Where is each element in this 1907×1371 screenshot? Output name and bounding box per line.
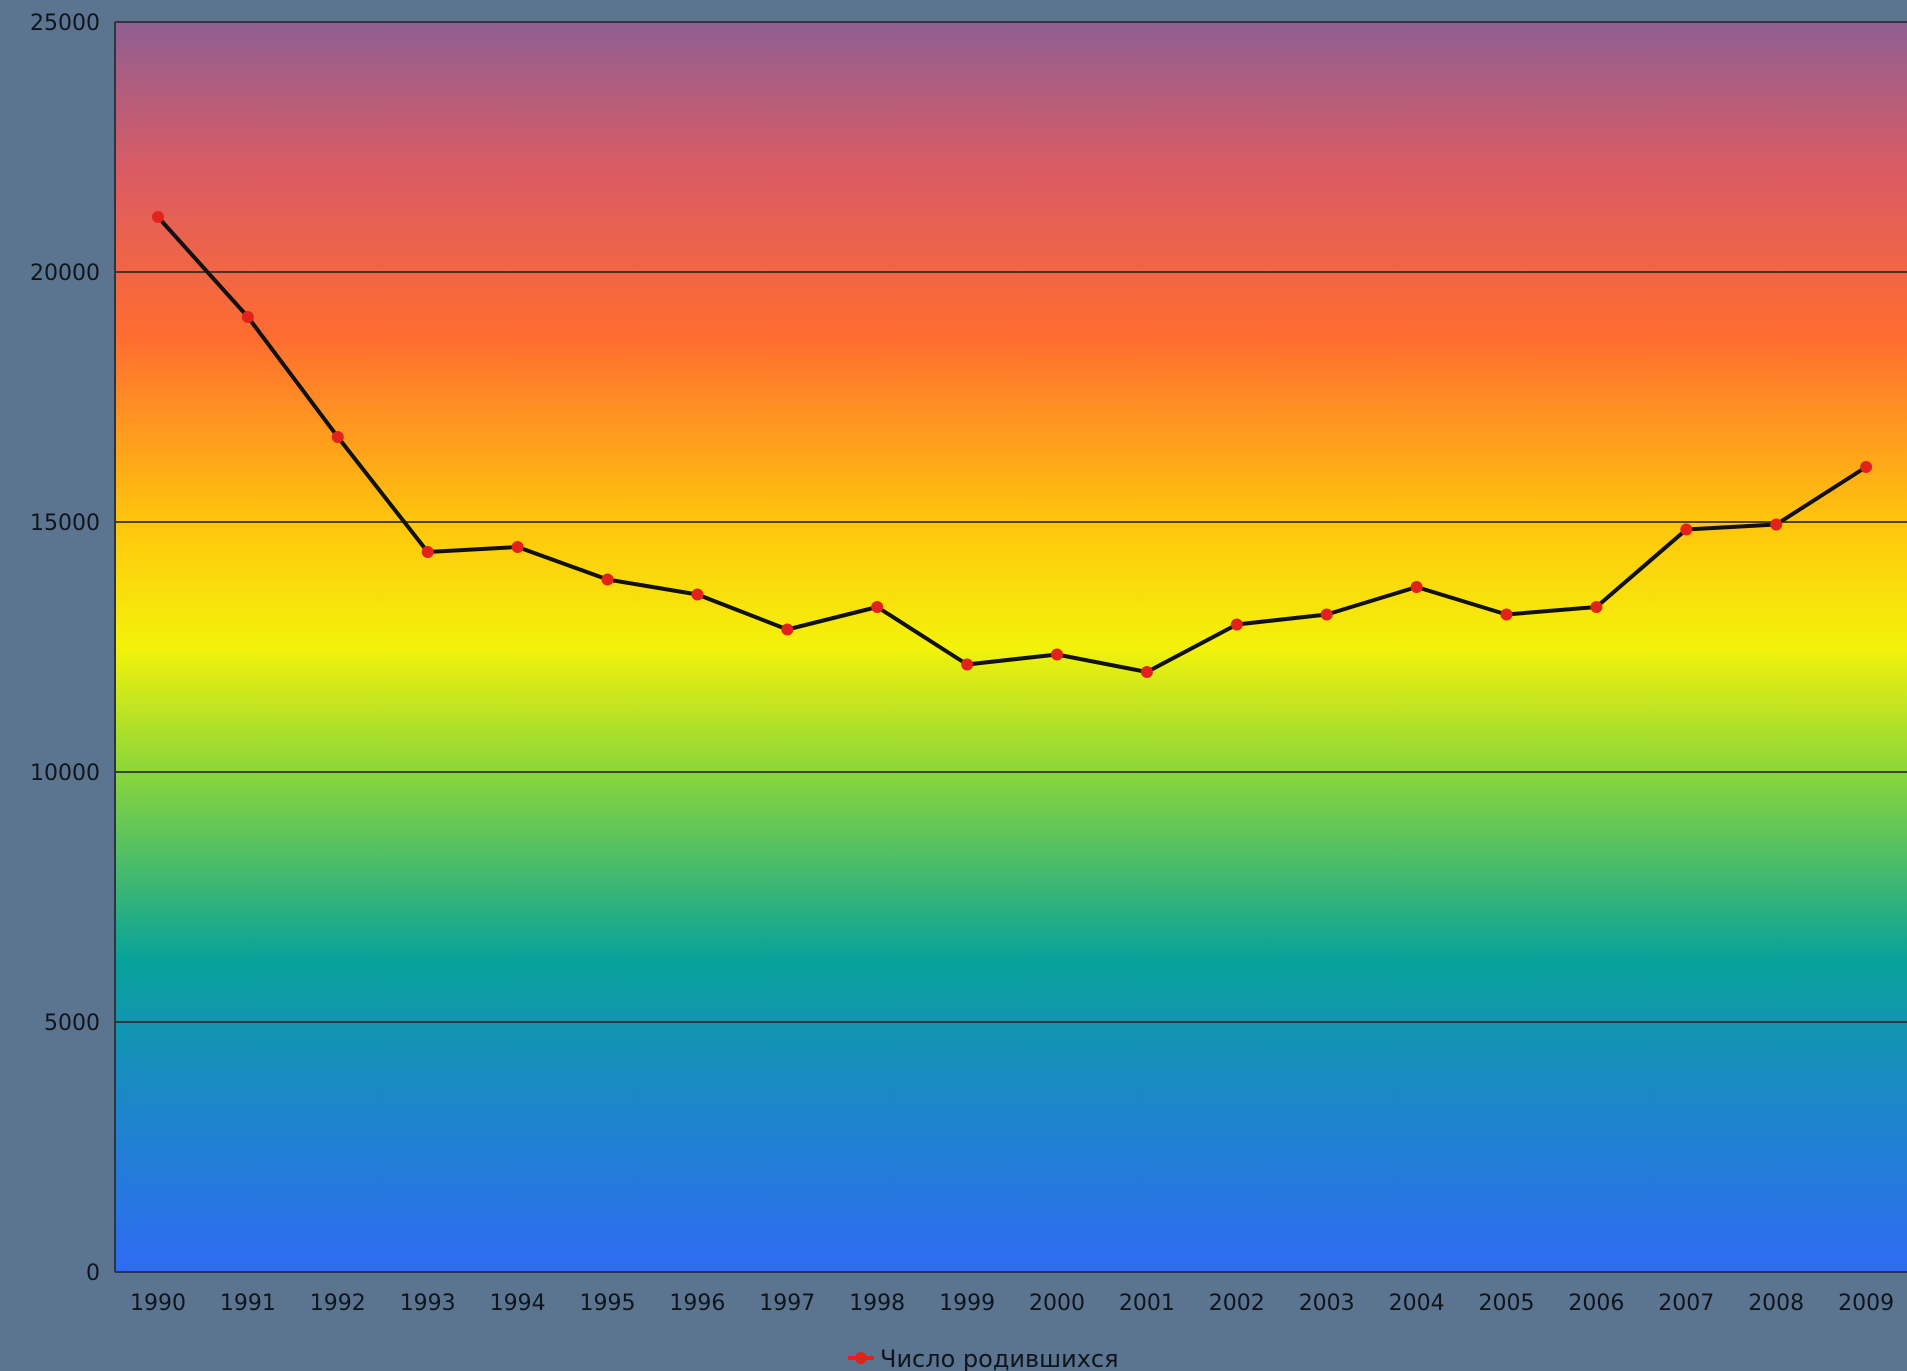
x-tick-label: 1993 <box>400 1291 456 1316</box>
data-point-2001 <box>1140 666 1153 678</box>
plot-area-background <box>115 22 1907 1272</box>
x-tick-label: 1997 <box>759 1291 815 1316</box>
data-point-1993 <box>421 546 434 558</box>
y-tick-label: 15000 <box>30 511 100 536</box>
legend: Число родившихся <box>848 1345 1119 1371</box>
data-point-2000 <box>1051 648 1063 661</box>
y-tick-label: 5000 <box>44 1011 100 1036</box>
x-tick-label: 1990 <box>130 1291 186 1316</box>
series-line <box>156 215 1869 674</box>
data-point-2005 <box>1500 608 1513 621</box>
data-point-1991 <box>241 311 254 323</box>
x-tick-label: 2000 <box>1029 1291 1085 1316</box>
data-point-1992 <box>331 431 344 443</box>
legend-marker-swatch <box>855 1352 867 1364</box>
data-point-2009 <box>1860 461 1873 473</box>
x-tick-label: 2004 <box>1389 1291 1445 1316</box>
data-point-2002 <box>1230 618 1243 631</box>
gridlines <box>115 21 1907 1023</box>
data-point-1990 <box>152 211 164 223</box>
y-tick-label: 0 <box>86 1261 100 1286</box>
data-point-1996 <box>691 588 704 601</box>
data-point-1997 <box>781 623 794 636</box>
y-tick-label: 20000 <box>30 261 100 286</box>
y-tick-label: 10000 <box>30 761 100 786</box>
x-tick-label: 1991 <box>220 1291 276 1316</box>
data-point-2006 <box>1590 601 1603 613</box>
x-tick-label: 1992 <box>310 1291 366 1316</box>
data-point-2008 <box>1770 518 1783 531</box>
x-tick-label: 2001 <box>1119 1291 1175 1316</box>
data-point-2004 <box>1410 581 1423 593</box>
x-tick-label: 1998 <box>849 1291 905 1316</box>
x-tick-label: 2009 <box>1838 1291 1894 1316</box>
x-tick-label: 1995 <box>580 1291 636 1316</box>
data-point-1994 <box>511 541 524 553</box>
x-tick-label: 2006 <box>1568 1291 1624 1316</box>
x-tick-label: 2003 <box>1299 1291 1355 1316</box>
x-tick-label: 2005 <box>1479 1291 1535 1316</box>
x-tick-label: 1996 <box>669 1291 725 1316</box>
data-point-2003 <box>1320 608 1333 621</box>
y-axis-tick-labels: 0 5000 10000 15000 20000 25000 <box>30 11 100 1286</box>
x-tick-label: 2007 <box>1658 1291 1714 1316</box>
x-axis-tick-labels: 1990 1991 1992 1993 1994 1995 1996 1997 1998 1999… <box>130 1291 1894 1316</box>
x-tick-label: 2002 <box>1209 1291 1265 1316</box>
data-point-1999 <box>961 658 974 671</box>
series-births <box>152 211 1873 678</box>
y-tick-label: 25000 <box>30 11 100 36</box>
x-tick-label: 1999 <box>939 1291 995 1316</box>
x-tick-label: 2008 <box>1748 1291 1804 1316</box>
data-point-1995 <box>601 573 614 586</box>
legend-label: Число родившихся <box>880 1345 1119 1371</box>
data-point-2007 <box>1680 523 1693 536</box>
x-tick-label: 1994 <box>490 1291 546 1316</box>
data-point-1998 <box>871 601 884 613</box>
